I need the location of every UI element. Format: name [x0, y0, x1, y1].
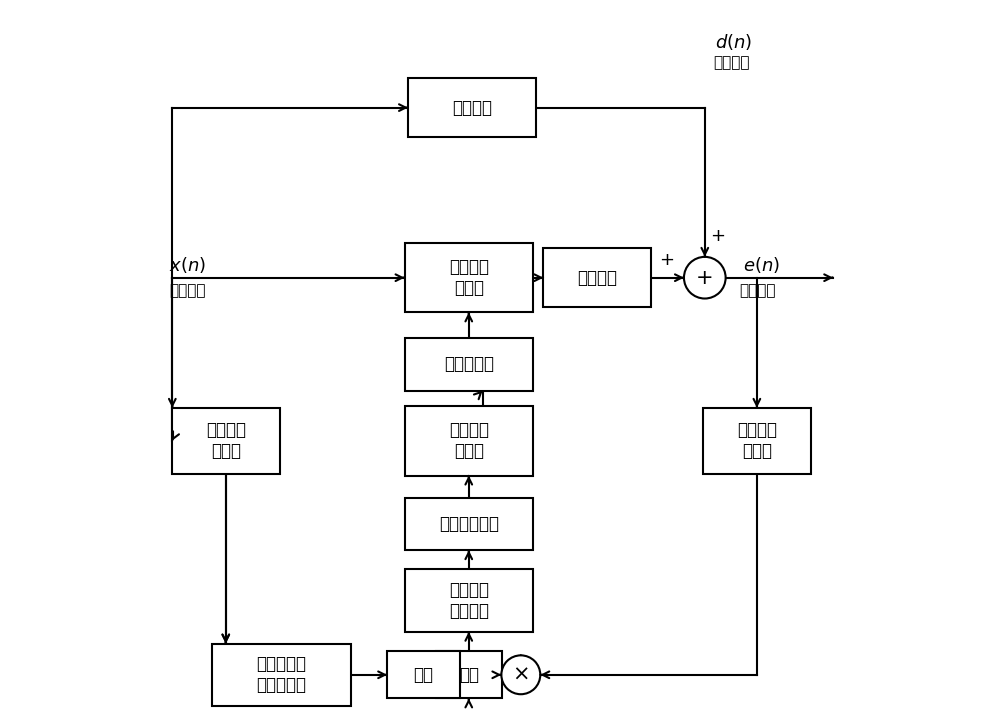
Text: 误差信号: 误差信号 [740, 283, 776, 297]
Bar [543, 248, 651, 307]
Bar [703, 408, 811, 474]
Text: 声学路径: 声学路径 [577, 269, 617, 287]
Bar [405, 569, 533, 632]
Text: 快速傅里
叶变换: 快速傅里 叶变换 [737, 422, 777, 460]
Text: ×: × [512, 665, 530, 684]
Bar [436, 651, 502, 698]
Text: $d(n)$: $d(n)$ [715, 32, 753, 52]
Text: 噪声信号: 噪声信号 [713, 55, 750, 70]
Text: 步长: 步长 [459, 666, 479, 684]
Text: $e(n)$: $e(n)$ [743, 255, 780, 275]
Text: +: + [659, 251, 674, 269]
Text: 快速傅里
叶变换: 快速傅里 叶变换 [206, 422, 246, 460]
Text: 后端控制
滤波器: 后端控制 滤波器 [449, 422, 489, 460]
Bar [405, 406, 533, 476]
Bar [387, 651, 460, 698]
Circle shape [501, 656, 540, 695]
Bar [405, 339, 533, 391]
Bar [212, 643, 351, 706]
Text: 共轭: 共轭 [414, 666, 434, 684]
Text: +: + [710, 227, 725, 245]
Circle shape [684, 257, 726, 298]
Bar [405, 498, 533, 550]
Text: 前端控制
滤波器: 前端控制 滤波器 [449, 258, 489, 297]
Bar [408, 78, 536, 137]
Text: $x(n)$: $x(n)$ [169, 255, 206, 275]
Text: 快速傅里
叶逆变换: 快速傅里 叶逆变换 [449, 581, 489, 620]
Bar [172, 408, 280, 474]
Text: 系数平滑器: 系数平滑器 [444, 355, 494, 373]
Text: +: + [696, 268, 714, 287]
Text: 初级路径: 初级路径 [452, 99, 492, 117]
Text: 取前半段系数: 取前半段系数 [439, 515, 499, 533]
Bar [405, 243, 533, 313]
Text: 参考信号: 参考信号 [169, 283, 205, 297]
Text: 声学路径的
傅里叶变换: 声学路径的 傅里叶变换 [256, 656, 306, 694]
